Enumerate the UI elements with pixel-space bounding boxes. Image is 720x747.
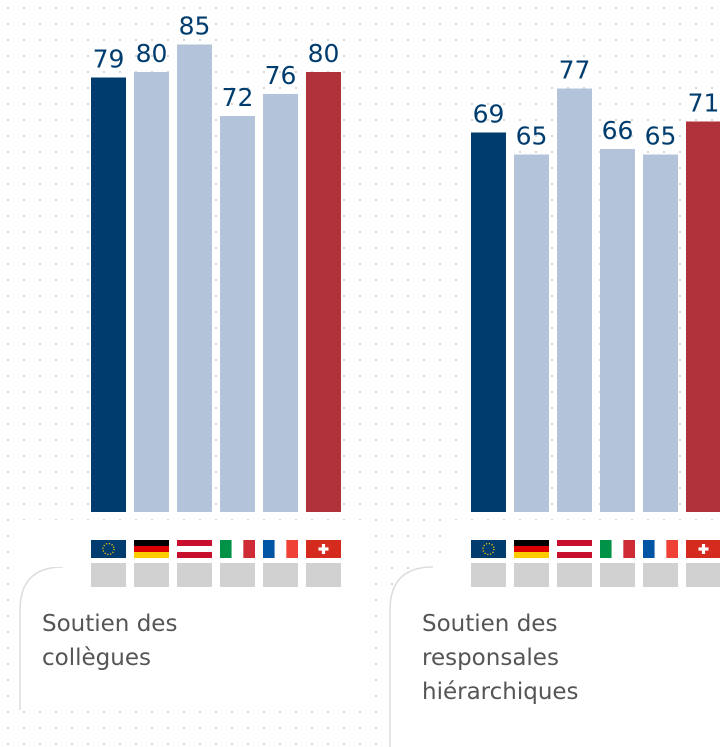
flag-base [263, 563, 298, 587]
bar [220, 116, 255, 512]
bar [134, 72, 169, 512]
flag-base [220, 563, 255, 587]
flag-stripe [643, 540, 655, 558]
flag-cross [701, 544, 706, 554]
bar [306, 72, 341, 512]
flag-base [177, 563, 212, 587]
flag-stripe [274, 540, 287, 558]
flag-stripe [514, 552, 549, 558]
flag [471, 540, 506, 558]
flag-stripe [177, 552, 212, 558]
flag-stripe [600, 540, 612, 558]
flag-stripe [514, 546, 549, 552]
flag-base [686, 563, 720, 587]
panel-outline [389, 566, 434, 747]
flag-stripe [134, 546, 169, 552]
flag-stripe [611, 540, 624, 558]
bar [177, 44, 212, 512]
flag-stripe [666, 540, 678, 558]
flag-base [643, 563, 678, 587]
flag-base [471, 563, 506, 587]
flag-base [557, 563, 592, 587]
bar [91, 77, 126, 512]
panel-fill [20, 567, 370, 710]
flag-stripe [134, 540, 169, 546]
panel [390, 567, 720, 747]
flag-stripe [286, 540, 298, 558]
flag-stripe [177, 546, 212, 552]
flag-stripe [243, 540, 255, 558]
flag-stripe [177, 540, 212, 546]
flag-stripe [557, 546, 592, 552]
flag-stripe [514, 540, 549, 546]
bar [557, 88, 592, 512]
flag-base [514, 563, 549, 587]
flag-stripe [557, 552, 592, 558]
value-label: 69 [473, 100, 505, 129]
flag-base [600, 563, 635, 587]
flag-stripe [623, 540, 635, 558]
flag-stars [102, 542, 115, 556]
flag-stripe [557, 540, 592, 546]
value-label: 66 [602, 116, 634, 145]
flag-stripe [220, 540, 232, 558]
bar [600, 149, 635, 512]
bar [686, 121, 720, 512]
bar [471, 132, 506, 512]
value-label: 65 [516, 122, 548, 151]
value-label: 77 [559, 56, 591, 85]
value-label: 76 [265, 61, 297, 90]
flag-stripe [263, 540, 275, 558]
flag-cross [321, 544, 326, 554]
bar [514, 154, 549, 512]
bar [643, 154, 678, 512]
flag-stripe [231, 540, 244, 558]
flag-stripe [134, 552, 169, 558]
value-label: 71 [688, 89, 720, 118]
flag-stripe [654, 540, 667, 558]
value-label: 65 [645, 122, 677, 151]
value-label: 85 [179, 12, 211, 41]
flag-base [91, 563, 126, 587]
value-label: 72 [222, 83, 254, 112]
flag-base [306, 563, 341, 587]
flag-base [134, 563, 169, 587]
value-label: 79 [93, 45, 125, 74]
bar [263, 94, 298, 512]
chart-title: Soutien des collègues [42, 611, 178, 671]
value-label: 80 [136, 39, 168, 68]
panel-outline [19, 566, 64, 710]
flag [91, 540, 126, 558]
flag-stars [482, 542, 495, 556]
value-label: 80 [308, 39, 340, 68]
chart-title: Soutien des responsales hiérarchiques [422, 611, 579, 705]
